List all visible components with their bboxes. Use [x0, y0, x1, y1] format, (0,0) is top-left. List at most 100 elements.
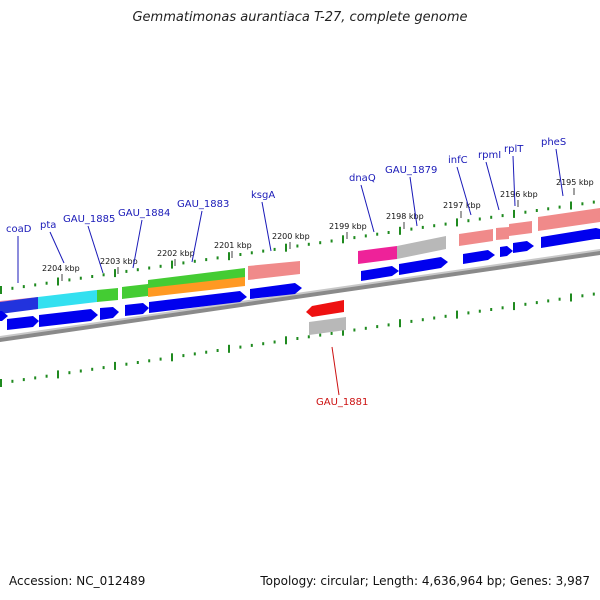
cds-arrow[interactable] [500, 246, 513, 257]
minor-tick [501, 306, 504, 310]
gene-block-GAU_1883-overlap[interactable] [148, 277, 245, 297]
minor-tick [136, 361, 139, 364]
gene-block-GAU_1879[interactable] [397, 236, 446, 259]
cds-arrow[interactable] [513, 241, 534, 253]
minor-tick [205, 258, 208, 262]
minor-tick [444, 314, 447, 318]
minor-tick [547, 207, 550, 211]
minor-tick [159, 357, 162, 361]
cds-arrow[interactable] [0, 311, 8, 321]
minor-tick [22, 378, 25, 382]
minor-tick [34, 283, 37, 287]
forward-tick-track [0, 200, 595, 294]
gene-block-coaD-main[interactable] [0, 297, 38, 314]
major-tick [0, 379, 2, 387]
minor-tick [68, 278, 71, 282]
cds-arrow[interactable] [39, 309, 98, 327]
cds-arrow[interactable] [250, 283, 302, 299]
major-tick [171, 260, 173, 269]
minor-tick [182, 354, 185, 358]
gene-block-dnaQ[interactable] [358, 246, 397, 264]
gene-block-pta[interactable] [38, 290, 97, 309]
minor-tick [45, 374, 48, 378]
minor-tick [524, 302, 527, 306]
minor-tick [581, 294, 584, 298]
scale-label: 2195 kbp [556, 178, 594, 187]
gene-label-GAU_1881[interactable]: GAU_1881 [316, 397, 368, 408]
minor-tick [148, 266, 151, 270]
cds-arrow[interactable] [463, 250, 495, 264]
gene-label-pta[interactable]: pta [40, 220, 56, 231]
minor-tick [307, 335, 310, 339]
gene-block-ksgA[interactable] [248, 261, 300, 280]
gene-label-GAU_1884[interactable]: GAU_1884 [118, 208, 170, 219]
cds-arrow[interactable] [100, 307, 119, 320]
scale-label: 2200 kbp [272, 232, 310, 241]
minor-tick [250, 343, 253, 347]
minor-tick [353, 236, 356, 240]
scale-label: 2196 kbp [500, 190, 538, 199]
gene-leader [191, 210, 203, 263]
scale-label: 2201 kbp [214, 241, 252, 250]
gene-block-infC[interactable] [459, 229, 493, 246]
minor-tick [34, 376, 37, 380]
cds-arrow[interactable] [399, 257, 448, 275]
gene-label-GAU_1883[interactable]: GAU_1883 [177, 199, 229, 210]
topology-text: Topology: circular; Length: 4,636,964 bp… [260, 574, 590, 588]
gene-label-rplT[interactable]: rplT [504, 144, 524, 155]
gene-label-GAU_1879[interactable]: GAU_1879 [385, 165, 437, 176]
gene-label-GAU_1885[interactable]: GAU_1885 [63, 214, 115, 225]
minor-tick [592, 292, 595, 296]
gene-block-GAU_1885[interactable] [97, 288, 118, 302]
cds-arrow[interactable] [541, 228, 600, 248]
gene-block-GAU_1881[interactable] [306, 300, 344, 317]
gene-label-rpmI[interactable]: rpmI [478, 150, 501, 161]
minor-tick [581, 202, 584, 206]
minor-tick [239, 345, 242, 349]
minor-tick [330, 239, 333, 243]
major-tick [342, 235, 344, 244]
minor-tick [524, 210, 527, 214]
gene-label-ksgA[interactable]: ksgA [251, 190, 275, 201]
gene-label-pheS[interactable]: pheS [541, 137, 566, 148]
minor-tick [125, 362, 128, 366]
major-tick [342, 327, 344, 336]
cds-arrow-GAU_1881[interactable] [309, 317, 346, 335]
minor-tick [558, 205, 561, 209]
gene-block-pheS[interactable] [538, 208, 600, 231]
gene-leader [555, 148, 564, 197]
minor-tick [421, 318, 424, 322]
major-tick [285, 243, 287, 252]
minor-tick [250, 251, 253, 255]
minor-tick [102, 273, 105, 277]
minor-tick [467, 219, 470, 223]
cds-arrow[interactable] [7, 316, 39, 330]
gene-leader [456, 166, 472, 216]
minor-tick [330, 331, 333, 335]
gene-leader [409, 176, 418, 227]
minor-tick [478, 217, 481, 221]
minor-tick [22, 285, 25, 289]
gene-block-GAU_1883[interactable] [148, 268, 245, 290]
gene-blocks-forward [0, 208, 600, 314]
genome-backbone-highlight [0, 249, 600, 338]
minor-tick [592, 200, 595, 204]
minor-tick [547, 299, 550, 303]
scale-label: 2199 kbp [329, 222, 367, 231]
gene-label-infC[interactable]: infC [448, 155, 468, 166]
gene-block-rplT[interactable] [509, 221, 532, 236]
major-tick [456, 218, 458, 227]
major-tick [57, 277, 59, 286]
minor-tick [535, 209, 538, 212]
cds-arrow[interactable] [125, 303, 149, 316]
gene-block-rpmI[interactable] [496, 227, 509, 240]
gene-leader [512, 155, 516, 207]
minor-tick [273, 247, 276, 251]
gene-blocks-reverse [306, 300, 346, 335]
gene-label-coaD[interactable]: coaD [6, 224, 32, 235]
gene-label-dnaQ[interactable]: dnaQ [349, 173, 376, 184]
cds-arrow[interactable] [361, 266, 399, 281]
cds-arrow[interactable] [149, 291, 247, 313]
minor-tick [421, 225, 424, 229]
gene-block-GAU_1884[interactable] [122, 284, 148, 299]
